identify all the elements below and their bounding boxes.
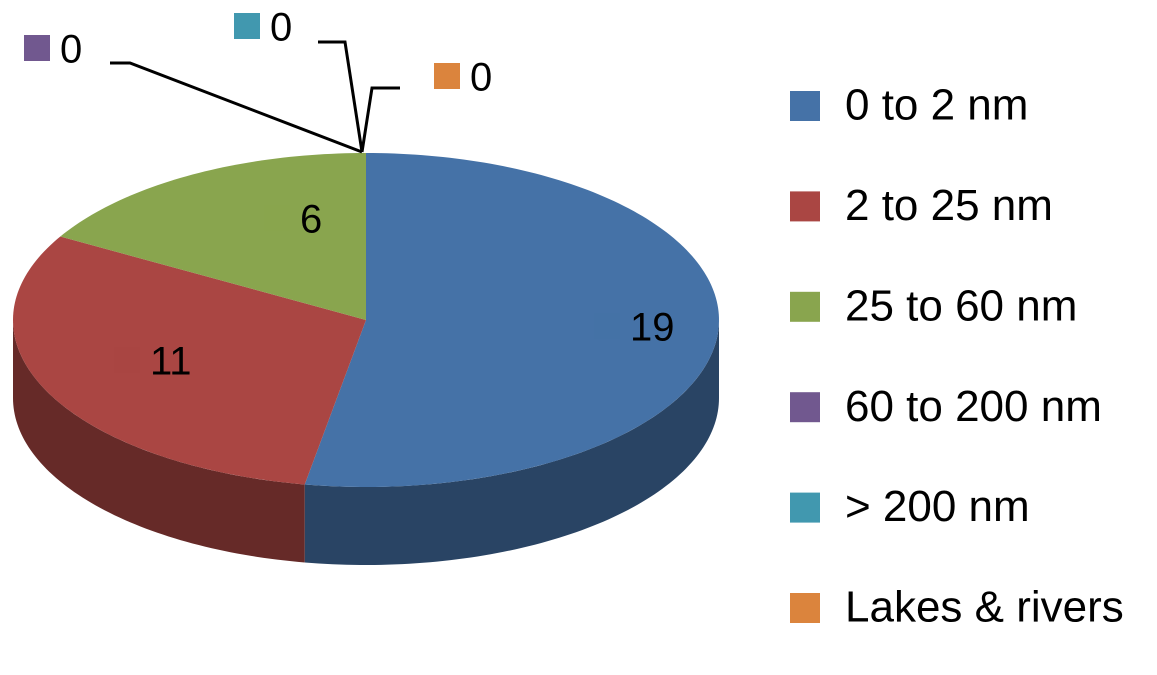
legend-swatch <box>790 492 820 523</box>
data-label: 11 <box>150 340 192 384</box>
data-label: 19 <box>630 306 675 350</box>
data-label: 0 <box>60 28 82 72</box>
pie-side <box>13 320 305 563</box>
legend-label: > 200 nm <box>845 482 1030 531</box>
legend: 0 to 2 nm 2 to 25 nm 25 to 60 nm 60 to 200 … <box>790 81 1124 632</box>
legend-swatch <box>790 593 820 623</box>
pie-slice <box>13 236 367 485</box>
pie-slice <box>60 153 367 320</box>
legend-label: 60 to 200 nm <box>845 382 1102 431</box>
legend-label: 25 to 60 nm <box>845 281 1077 330</box>
data-label: 0 <box>470 56 492 100</box>
legend-label: Lakes & rivers <box>845 583 1124 632</box>
leader-line <box>110 61 363 154</box>
leader-line <box>360 86 400 153</box>
legend-label: 0 to 2 nm <box>845 81 1028 130</box>
data-label: 0 <box>270 6 292 50</box>
legend-swatch <box>790 91 820 121</box>
legend-label: 2 to 25 nm <box>845 181 1053 230</box>
data-labels: 19 11 6 0 0 0 <box>24 6 675 384</box>
label-key <box>594 313 620 339</box>
pie-slice <box>304 153 719 487</box>
label-key <box>24 35 50 61</box>
label-key <box>114 347 140 373</box>
legend-swatch <box>790 191 820 222</box>
pie-side <box>304 320 719 565</box>
pie-sides <box>13 320 719 565</box>
legend-swatch <box>790 392 820 423</box>
data-label: 6 <box>300 198 322 242</box>
pie-tops <box>13 153 719 487</box>
leader-line <box>318 40 364 153</box>
label-key <box>264 205 290 231</box>
label-key <box>434 63 460 89</box>
legend-swatch <box>790 291 820 322</box>
label-key <box>234 13 260 39</box>
leader-lines <box>110 40 400 154</box>
